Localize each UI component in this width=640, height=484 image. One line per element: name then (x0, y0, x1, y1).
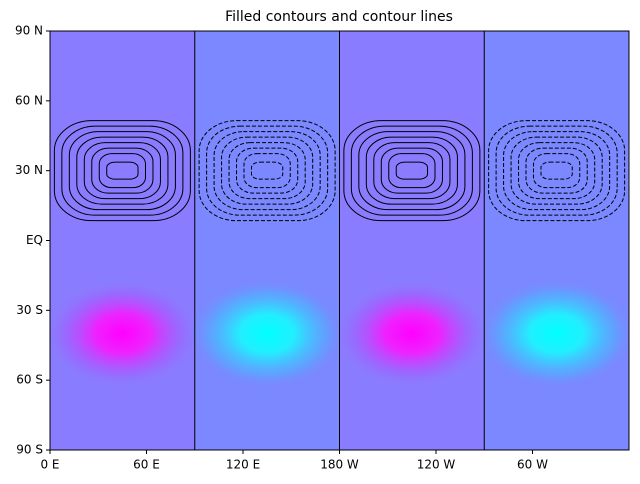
filled-contour (189, 278, 346, 389)
contour-line (380, 147, 443, 194)
contour-line (61, 125, 184, 216)
contour-line (488, 120, 626, 222)
contour-line (236, 147, 299, 194)
y-tick-label: 30 N (15, 163, 43, 177)
contour-line (525, 147, 588, 194)
y-tick-label: 60 S (16, 373, 43, 387)
contour-line (221, 136, 314, 205)
contour-line (533, 153, 581, 189)
contour-line (98, 153, 146, 189)
y-tick-label: 90 S (16, 443, 43, 457)
filled-contour (333, 278, 490, 389)
contour-line (243, 153, 291, 189)
plot-area (50, 31, 629, 450)
contour-line (388, 153, 436, 189)
contour-line (518, 142, 596, 200)
contour-line (213, 131, 321, 211)
contour-line (76, 136, 169, 205)
y-tick-label: 90 N (15, 24, 43, 38)
contour-line (53, 120, 191, 222)
contour-line (358, 131, 466, 211)
contour-line (395, 161, 429, 180)
contour-line (83, 142, 161, 200)
contour-line (365, 136, 458, 205)
x-tick-label: 60 W (517, 458, 548, 472)
contour-line (68, 131, 176, 211)
chart-title: Filled contours and contour lines (225, 9, 453, 25)
contour-line (503, 131, 611, 211)
contour-line (91, 147, 154, 194)
contour-line (350, 125, 473, 216)
x-tick-label: 180 W (320, 458, 359, 472)
y-tick-label: 30 S (16, 303, 43, 317)
contour-line (206, 125, 329, 216)
contour-line (495, 125, 618, 216)
x-tick-label: 120 W (417, 458, 456, 472)
filled-contour (478, 278, 629, 389)
contour-line (510, 136, 603, 205)
x-tick-label: 120 E (226, 458, 260, 472)
contour-line (373, 142, 451, 200)
contour-line (106, 161, 139, 180)
contour-line (250, 161, 284, 180)
contour-line (198, 120, 336, 222)
contour-line (343, 120, 481, 222)
x-tick-label: 60 E (133, 458, 160, 472)
filled-contour (50, 278, 201, 389)
contour-line (228, 142, 306, 200)
y-tick-label: 60 N (15, 93, 43, 107)
contour-line (540, 161, 573, 180)
y-tick-label: EQ (26, 233, 43, 247)
x-tick-label: 0 E (40, 458, 59, 472)
